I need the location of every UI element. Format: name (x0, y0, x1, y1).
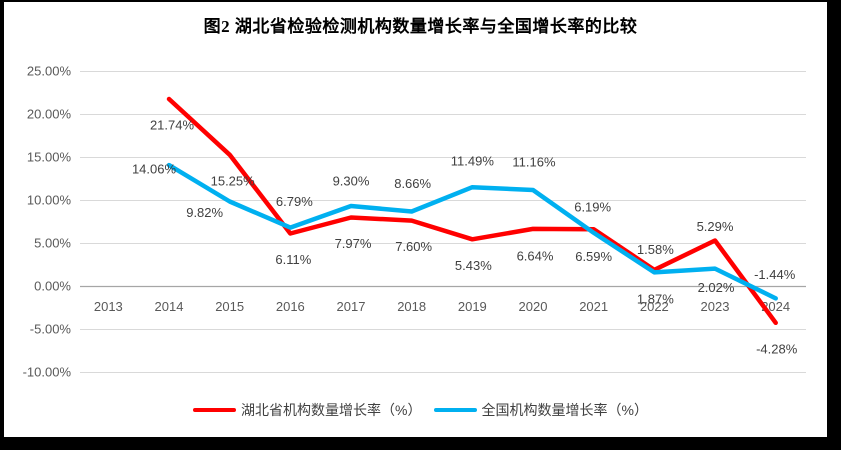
x-category-label: 2017 (337, 299, 366, 314)
national-data-label: 1.58% (637, 242, 674, 257)
y-tick-label: 0.00% (34, 279, 71, 294)
x-category-label: 2014 (155, 299, 184, 314)
national-data-label: 6.79% (276, 194, 313, 209)
legend-label-hubei: 湖北省机构数量增长率（%） (241, 402, 422, 418)
y-tick-label: 10.00% (27, 193, 72, 208)
y-tick-label: 15.00% (27, 150, 72, 165)
hubei-data-label: 5.29% (697, 219, 734, 234)
x-category-label: 2020 (519, 299, 548, 314)
x-category-label: 2022 (640, 299, 669, 314)
hubei-data-label: 6.64% (517, 248, 554, 263)
x-category-label: 2016 (276, 299, 305, 314)
hubei-data-label: -4.28% (756, 341, 798, 356)
national-data-label: 11.49% (451, 154, 495, 169)
x-category-label: 2018 (397, 299, 426, 314)
series-line-national (166, 162, 778, 301)
x-category-label: 2021 (579, 299, 608, 314)
national-series-swatch (433, 408, 477, 412)
y-tick-label: -10.00% (23, 365, 72, 380)
national-data-label: -1.44% (754, 267, 796, 282)
y-tick-label: 5.00% (34, 236, 71, 251)
hubei-data-label: 7.60% (395, 239, 432, 254)
legend-item-national[interactable]: 全国机构数量增长率（%） (433, 401, 648, 419)
hubei-data-label: 7.97% (335, 236, 372, 251)
y-tick-label: -5.00% (30, 322, 72, 337)
legend-item-hubei[interactable]: 湖北省机构数量增长率（%） (193, 401, 422, 419)
legend-label-national: 全国机构数量增长率（%） (481, 402, 648, 418)
hubei-data-label: 1.87% (637, 291, 674, 306)
y-tick-label: 25.00% (27, 64, 72, 79)
hubei-data-label: 6.59% (575, 249, 612, 264)
hubei-data-label: 21.74% (150, 118, 195, 133)
hubei-data-label: 5.43% (455, 258, 492, 273)
hubei-data-label: 6.11% (275, 252, 311, 267)
chart-title: 图2 湖北省检验检测机构数量增长率与全国增长率的比较 (203, 17, 638, 36)
x-category-label: 2013 (94, 299, 123, 314)
national-data-label: 2.02% (698, 280, 735, 295)
x-category-label: 2015 (215, 299, 244, 314)
x-category-label: 2019 (458, 299, 487, 314)
series-line-hubei (166, 96, 778, 326)
hubei-series-swatch (193, 408, 237, 412)
national-data-label: 9.82% (186, 205, 223, 220)
national-data-label: 8.66% (394, 176, 431, 191)
national-data-label: 14.06% (132, 162, 177, 177)
hubei-data-label: 15.25% (211, 173, 256, 188)
chart-legend: 湖北省机构数量增长率（%） 全国机构数量增长率（%） (0, 401, 841, 419)
national-data-label: 9.30% (333, 174, 370, 189)
national-data-label: 6.19% (574, 199, 611, 214)
x-category-label: 2023 (701, 299, 730, 314)
y-tick-label: 20.00% (27, 107, 72, 122)
national-data-label: 11.16% (512, 155, 556, 170)
